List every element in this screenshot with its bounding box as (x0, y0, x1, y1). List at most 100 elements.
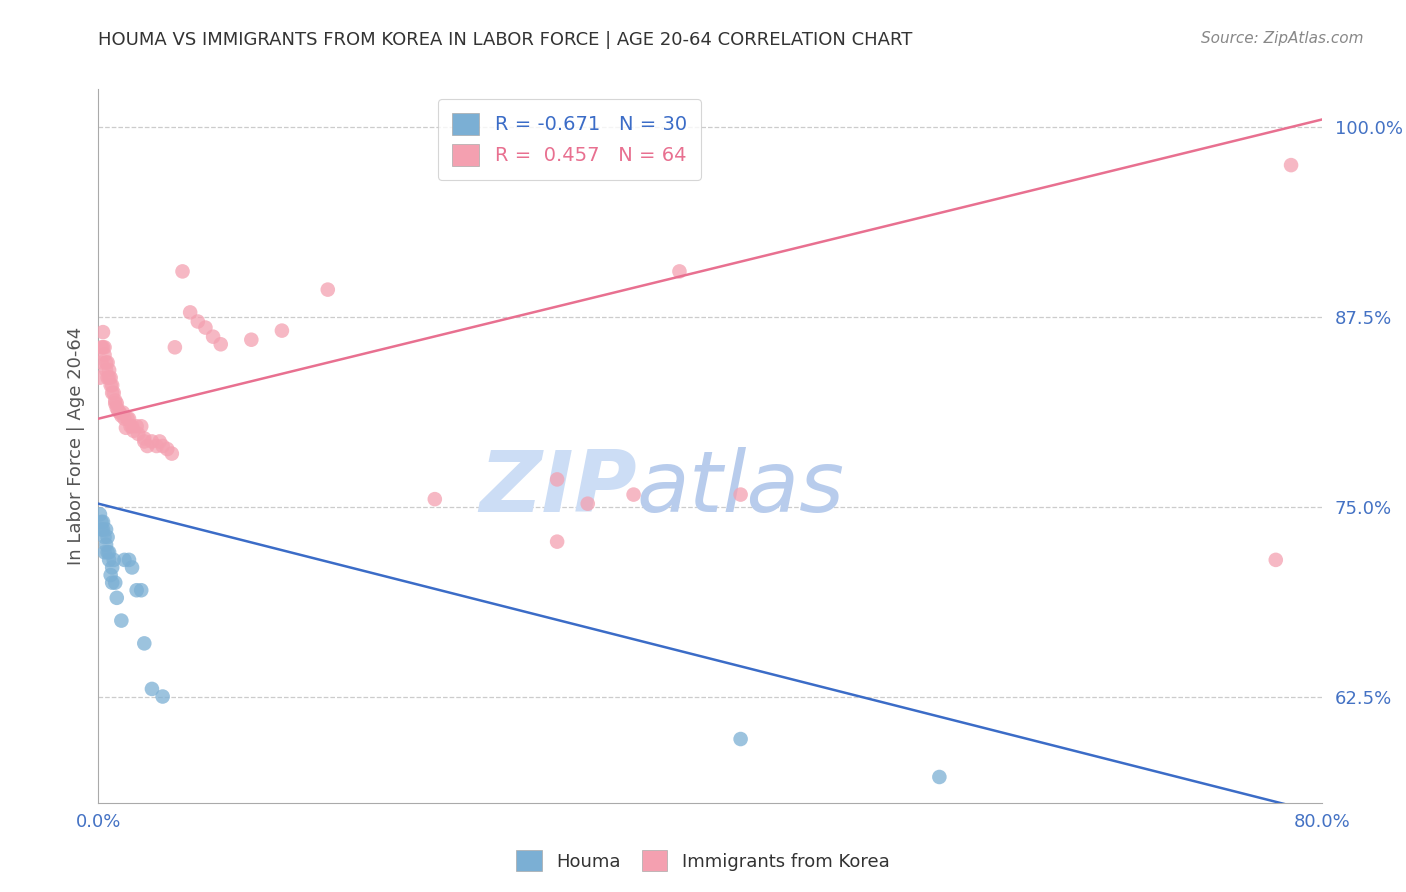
Point (98, 370, 121, 384)
Point (112, 411, 135, 425)
Point (98, 545, 121, 559)
Point (103, 553, 125, 567)
Point (141, 434, 163, 449)
Point (120, 419, 142, 434)
Point (152, 439, 174, 453)
Text: Source: ZipAtlas.com: Source: ZipAtlas.com (1201, 31, 1364, 46)
Point (90, 355, 112, 369)
Point (145, 439, 167, 453)
Point (104, 575, 127, 590)
Point (97, 530, 120, 544)
Point (104, 396, 127, 410)
Point (91, 325, 114, 339)
Point (101, 560, 124, 574)
Point (730, 487, 752, 501)
Point (105, 591, 128, 605)
Point (270, 324, 292, 338)
Point (100, 370, 122, 384)
Legend: R = -0.671   N = 30, R =  0.457   N = 64: R = -0.671 N = 30, R = 0.457 N = 64 (439, 99, 700, 180)
Point (730, 732, 752, 747)
Point (100, 568, 122, 582)
Point (101, 575, 124, 590)
Text: HOUMA VS IMMIGRANTS FROM KOREA IN LABOR FORCE | AGE 20-64 CORRELATION CHART: HOUMA VS IMMIGRANTS FROM KOREA IN LABOR … (98, 31, 912, 49)
Point (93, 530, 115, 544)
Point (136, 439, 159, 453)
Text: ZIP: ZIP (479, 447, 637, 531)
Point (104, 393, 127, 408)
Point (94, 355, 117, 369)
Point (107, 404, 129, 418)
Point (112, 553, 135, 567)
Point (928, 770, 950, 784)
Point (94, 363, 117, 377)
Text: atlas: atlas (637, 447, 845, 531)
Point (97, 355, 120, 369)
Point (91, 515, 114, 529)
Point (194, 320, 217, 334)
Point (98, 363, 121, 377)
Point (163, 340, 186, 354)
Point (141, 681, 163, 696)
Point (89, 508, 111, 522)
Point (94, 523, 117, 537)
Point (152, 690, 174, 704)
Point (100, 378, 122, 392)
Point (105, 401, 128, 415)
Point (187, 314, 209, 328)
Point (101, 385, 124, 400)
Point (160, 447, 183, 461)
Point (91, 340, 114, 354)
Point (423, 492, 446, 507)
Point (1279, 158, 1302, 172)
Point (134, 434, 156, 449)
Point (98, 553, 121, 567)
Point (134, 636, 156, 650)
Point (125, 419, 148, 434)
Point (117, 411, 139, 425)
Point (149, 434, 172, 449)
Point (125, 583, 148, 598)
Point (121, 560, 143, 574)
Point (93, 340, 115, 354)
Point (546, 472, 568, 486)
Point (93, 545, 115, 559)
Point (156, 442, 179, 456)
Point (209, 337, 232, 351)
Y-axis label: In Labor Force | Age 20-64: In Labor Force | Age 20-64 (66, 326, 84, 566)
Point (623, 487, 645, 501)
Point (240, 333, 263, 347)
Point (101, 378, 124, 392)
Point (129, 583, 152, 598)
Point (129, 419, 152, 434)
Point (668, 264, 690, 278)
Point (93, 348, 115, 362)
Point (90, 515, 112, 529)
Point (111, 406, 134, 420)
Point (89, 370, 111, 384)
Point (118, 553, 141, 567)
Point (90, 523, 112, 537)
Point (546, 534, 568, 549)
Point (115, 421, 138, 435)
Point (110, 614, 132, 628)
Point (97, 545, 120, 559)
Point (90, 340, 112, 354)
Point (94, 538, 117, 552)
Point (127, 426, 149, 441)
Point (91, 523, 114, 537)
Point (202, 329, 225, 343)
Point (172, 264, 194, 278)
Point (121, 419, 143, 434)
Point (108, 406, 131, 420)
Point (97, 370, 120, 384)
Point (105, 396, 128, 410)
Legend: Houma, Immigrants from Korea: Houma, Immigrants from Korea (509, 843, 897, 879)
Point (103, 385, 125, 400)
Point (179, 305, 201, 319)
Point (1264, 553, 1286, 567)
Point (110, 409, 132, 423)
Point (134, 431, 156, 445)
Point (122, 424, 145, 438)
Point (316, 283, 339, 297)
Point (118, 411, 141, 425)
